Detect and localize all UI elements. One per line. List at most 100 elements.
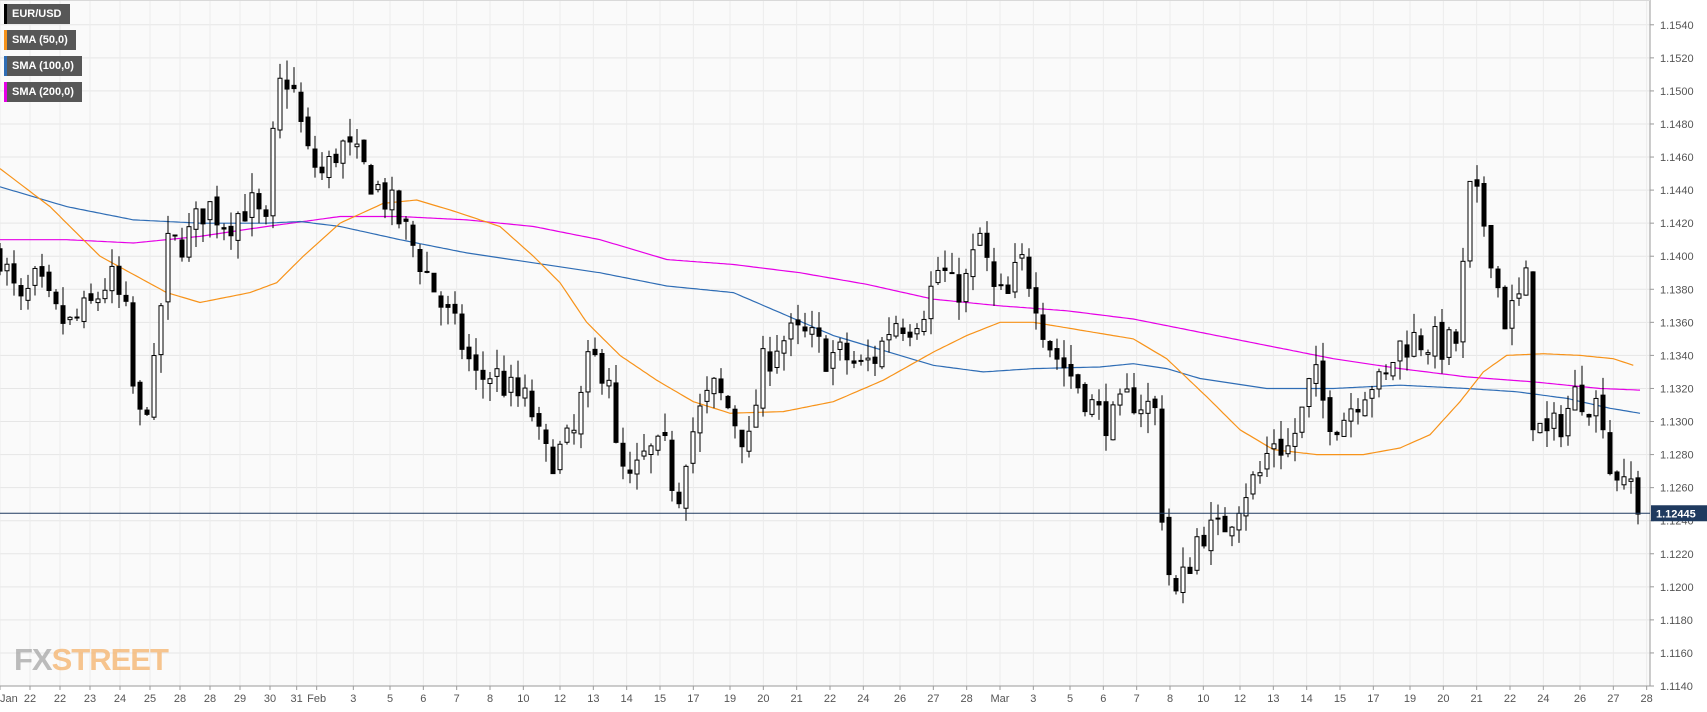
x-tick-label: 26	[894, 693, 906, 705]
legend-item-eurusd: EUR/USD	[4, 4, 70, 24]
candle-down	[1474, 179, 1480, 187]
candle-down	[445, 304, 451, 308]
candle-up	[1628, 478, 1634, 482]
candle-down	[116, 265, 122, 295]
candle-up	[326, 156, 332, 178]
candle-down	[942, 267, 948, 272]
x-tick-label: 22	[54, 693, 66, 705]
x-tick-label: 15	[654, 693, 666, 705]
candle-down	[88, 293, 94, 301]
candle-down	[1334, 431, 1340, 436]
candle-down	[1152, 398, 1158, 409]
candle-up	[564, 427, 570, 443]
candle-down	[1103, 401, 1109, 437]
candle-up	[788, 322, 794, 340]
candle-down	[452, 303, 458, 314]
candle-up	[1348, 408, 1354, 422]
candle-down	[1495, 268, 1501, 289]
candle-up	[1264, 452, 1270, 470]
candle-up	[585, 351, 591, 393]
candle-down	[1502, 286, 1508, 330]
candle-up	[921, 318, 927, 333]
candle-down	[1047, 340, 1053, 351]
candle-down	[718, 378, 724, 394]
candle-down	[1614, 471, 1620, 481]
candle-down	[949, 272, 955, 275]
x-tick-label: 24	[857, 693, 869, 705]
candle-down	[844, 342, 850, 361]
candle-down	[291, 84, 297, 90]
candle-up	[893, 323, 899, 337]
legend-item-sma100: SMA (100,0)	[4, 56, 82, 76]
candle-down	[18, 285, 24, 297]
candle-up	[886, 334, 892, 341]
candle-down	[333, 153, 339, 164]
candle-up	[249, 192, 255, 218]
candle-up	[1362, 399, 1368, 417]
candle-up	[1572, 386, 1578, 411]
candle-up	[508, 376, 514, 393]
candle-down	[1544, 418, 1550, 432]
candle-up	[865, 357, 871, 361]
candle-up	[424, 270, 430, 273]
candle-up	[1138, 409, 1144, 415]
y-tick-label: 1.1360	[1660, 317, 1694, 329]
candle-up	[830, 352, 836, 369]
candle-up	[340, 140, 346, 164]
x-tick-label: 31	[291, 693, 303, 705]
candle-up	[1446, 329, 1452, 358]
brand-logo: FXSTREET	[14, 642, 169, 678]
candle-down	[816, 327, 822, 337]
candle-up	[1523, 267, 1529, 296]
candle-down	[1005, 284, 1011, 294]
y-tick-label: 1.1340	[1660, 350, 1694, 362]
candle-down	[256, 193, 262, 210]
candle-up	[1313, 364, 1319, 384]
candle-up	[1537, 422, 1543, 434]
candle-up	[32, 267, 38, 286]
x-tick-label: 3	[1030, 693, 1036, 705]
candle-up	[1432, 326, 1438, 357]
candle-down	[725, 395, 731, 409]
x-tick-label: 5	[1067, 693, 1073, 705]
candle-up	[760, 348, 766, 409]
x-tick-label: 19	[1404, 693, 1416, 705]
candle-down	[1530, 271, 1536, 431]
candle-down	[0, 248, 3, 272]
candle-down	[417, 249, 423, 273]
x-tick-label: 13	[587, 693, 599, 705]
x-tick-label: 22	[1504, 693, 1516, 705]
candle-down	[1327, 397, 1333, 432]
candle-up	[1397, 340, 1403, 362]
candle-up	[928, 285, 934, 320]
legend-item-sma200: SMA (200,0)	[4, 82, 82, 102]
candle-down	[137, 381, 143, 410]
candle-down	[1075, 374, 1081, 389]
y-tick-label: 1.1520	[1660, 53, 1694, 65]
x-tick-label: 14	[621, 693, 633, 705]
candle-down	[1033, 287, 1039, 314]
candle-up	[970, 249, 976, 278]
candle-up	[186, 226, 192, 258]
candle-down	[179, 239, 185, 258]
y-tick-label: 1.1160	[1660, 648, 1693, 660]
candle-down	[1187, 566, 1193, 574]
candle-up	[1383, 372, 1389, 375]
candles	[0, 60, 1641, 604]
candle-up	[648, 445, 654, 456]
candle-down	[501, 370, 507, 396]
candle-down	[1481, 183, 1487, 227]
candle-down	[851, 360, 857, 364]
candle-down	[1278, 438, 1284, 456]
candle-down	[39, 266, 45, 277]
x-tick-label: Feb	[307, 693, 326, 705]
candle-up	[1110, 404, 1116, 441]
candle-up	[1551, 412, 1557, 429]
x-tick-label: 14	[1301, 693, 1313, 705]
candle-down	[529, 390, 535, 418]
candle-up	[837, 341, 843, 350]
candle-up	[879, 340, 885, 368]
candle-up	[774, 350, 780, 369]
x-tick-label: 28	[961, 693, 973, 705]
